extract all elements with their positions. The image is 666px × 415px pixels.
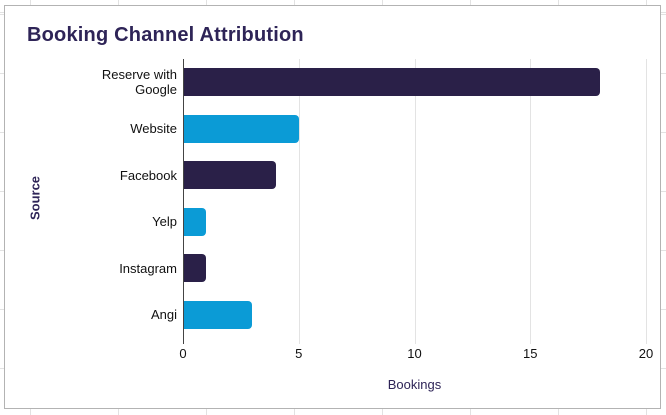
category-label-facebook: Facebook	[119, 167, 177, 183]
y-axis-title: Source	[27, 175, 43, 221]
category-label-website: Website	[130, 121, 177, 137]
bar-row	[183, 199, 646, 246]
category-axis-labels: Reserve with Google Website Facebook Yelp In…	[5, 59, 177, 338]
bar-angi[interactable]	[183, 300, 253, 329]
x-axis-title: Bookings	[387, 377, 442, 392]
category-label-instagram: Instagram	[119, 260, 177, 276]
category-label-row: Facebook	[5, 152, 177, 199]
bar-row	[183, 292, 646, 339]
chart-title: Booking Channel Attribution	[27, 24, 304, 46]
gridline-10	[414, 59, 416, 344]
bar-series	[183, 59, 646, 338]
bar-row	[183, 245, 646, 292]
x-tick-label-0: 0	[179, 346, 187, 361]
bar-row	[183, 106, 646, 153]
category-label-row: Website	[5, 106, 177, 153]
gridline-5	[298, 59, 300, 344]
x-tick-label-10: 10	[407, 346, 422, 361]
category-label-row: Angi	[5, 292, 177, 339]
category-label-reserve-with-google: Reserve with Google	[101, 67, 177, 98]
category-label-row: Yelp	[5, 199, 177, 246]
bar-instagram[interactable]	[183, 254, 207, 283]
y-axis-line	[183, 59, 184, 344]
x-tick-label-15: 15	[523, 346, 538, 361]
category-label-yelp: Yelp	[152, 214, 177, 230]
bar-facebook[interactable]	[183, 161, 276, 190]
bar-reserve-with-google[interactable]	[183, 68, 600, 97]
category-label-angi: Angi	[150, 307, 177, 323]
bar-yelp[interactable]	[183, 207, 207, 236]
category-label-row: Reserve with Google	[5, 59, 177, 106]
bar-row	[183, 59, 646, 106]
category-label-row: Instagram	[5, 245, 177, 292]
gridline-15	[530, 59, 532, 344]
bar-website[interactable]	[183, 114, 299, 143]
bar-row	[183, 152, 646, 199]
x-tick-label-5: 5	[295, 346, 303, 361]
x-tick-label-20: 20	[638, 346, 654, 361]
plot-area	[183, 59, 647, 344]
gridline-20	[646, 59, 647, 344]
x-axis-tick-labels: 0 5 10 15 20	[179, 346, 653, 362]
chart-card[interactable]: Booking Channel Attribution Reserve with…	[4, 5, 661, 409]
